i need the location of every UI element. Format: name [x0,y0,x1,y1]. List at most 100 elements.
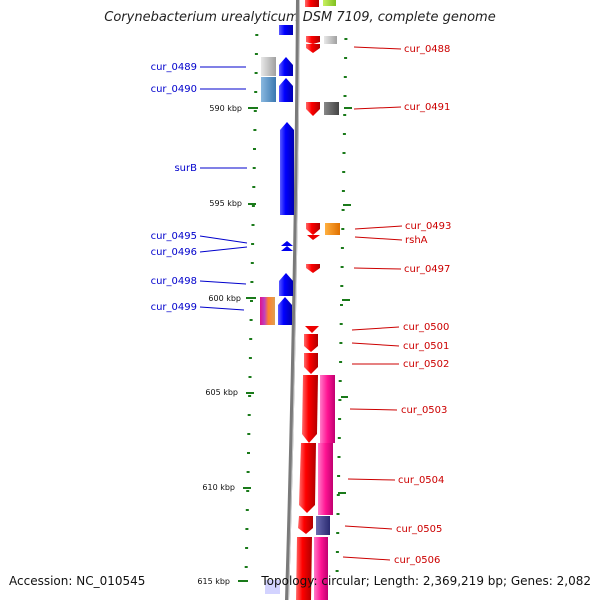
guide-dot [250,281,254,283]
gene-label[interactable]: cur_0506 [394,555,440,566]
guide-dot [342,133,346,135]
guide-dot [338,380,342,382]
guide-dot [251,224,255,226]
gene-arrow[interactable] [279,273,293,296]
gene-label[interactable]: cur_0489 [151,62,197,73]
gene-arrow[interactable] [306,36,320,44]
gene-arrow[interactable] [306,44,320,53]
gene-label[interactable]: cur_0496 [151,247,197,258]
guide-dot [249,338,253,340]
guide-dot [338,418,342,420]
gene-arrow[interactable] [306,102,320,116]
guide-dot [253,129,257,131]
gene-arrow[interactable] [279,78,293,102]
gene-label[interactable]: cur_0502 [403,359,449,370]
guide-dot [249,319,253,321]
guide-dot [336,513,340,515]
tick-590: 590 kbp [209,104,258,113]
gene-label[interactable]: surB [174,163,197,174]
guide-dot [344,57,348,59]
gene-arrow[interactable] [304,353,318,374]
gene-arrow[interactable] [278,297,292,325]
map-title: Corynebacterium urealyticum DSM 7109, co… [104,10,496,25]
homolog-block [320,375,335,443]
guide-dot [340,266,344,268]
gene-arrow[interactable] [304,334,318,352]
guide-dot [343,76,347,78]
guide-dot [337,437,341,439]
gene-arrow[interactable] [281,241,293,246]
gene-arrow[interactable] [298,516,313,534]
gene-label[interactable]: cur_0491 [404,102,450,113]
guide-dot [255,34,259,36]
gene-arrow[interactable] [296,537,312,600]
guide-dot [246,471,250,473]
gene-label[interactable]: cur_0495 [151,231,197,242]
guide-dot [343,95,347,97]
position-ticks: 590 kbp 595 kbp 600 kbp 605 kbp 610 kbp … [197,104,258,586]
homolog-block [314,537,328,600]
guide-dot [252,167,256,169]
gene-arrow[interactable] [281,246,293,251]
guide-dot [336,494,340,496]
homolog-block [318,443,333,515]
gene-label[interactable]: cur_0493 [405,221,451,232]
gene-label[interactable]: cur_0499 [151,302,197,313]
gene-arrow[interactable] [305,326,319,333]
gene-arrow[interactable] [279,25,293,35]
gene-label[interactable]: rshA [405,235,428,246]
gene-label[interactable]: cur_0501 [403,341,449,352]
guide-dot [246,490,250,492]
guide-dot [342,171,346,173]
gene-arrow[interactable] [307,235,320,240]
gene-arrow[interactable] [306,264,320,273]
guide-dot [342,152,346,154]
gene-label[interactable]: cur_0505 [396,524,442,535]
tick-label: 615 kbp [197,577,230,586]
guide-dot [339,323,343,325]
tick-label: 595 kbp [209,199,242,208]
tick-605: 605 kbp [205,388,254,397]
homolog-block [323,0,336,6]
tick-label: 605 kbp [205,388,238,397]
gene-label[interactable]: cur_0490 [151,84,197,95]
homolog-block [324,36,337,44]
guide-dot [340,247,344,249]
gene-arrow[interactable] [280,122,294,215]
gene-label[interactable]: cur_0503 [401,405,447,416]
gene-arrow[interactable] [305,0,319,7]
gene-arrow[interactable] [299,443,316,513]
guide-dot [247,452,250,454]
guide-dots [244,34,348,572]
gene-label[interactable]: cur_0504 [398,475,444,486]
guide-dot [343,114,347,116]
tick-label: 590 kbp [209,104,242,113]
guide-dot [254,53,258,55]
tick-label: 610 kbp [202,483,235,492]
guide-dot [247,414,251,416]
homolog-block [261,77,276,102]
guide-dot [248,395,252,397]
forward-genes [260,25,294,594]
gene-label[interactable]: cur_0488 [404,44,450,55]
left-gene-labels: cur_0489 cur_0490 surB cur_0495 cur_0496… [151,62,248,313]
guide-dot [253,110,257,112]
guide-dot [339,361,343,363]
guide-dot [251,205,255,207]
guide-dot [341,209,345,211]
gene-arrow[interactable] [279,57,293,76]
guide-dot [254,91,258,93]
gene-label[interactable]: cur_0500 [403,322,449,333]
tick-600: 600 kbp [208,294,256,303]
guide-dot [338,399,342,401]
genome-backbone [285,0,300,600]
gene-label[interactable]: cur_0498 [151,276,197,287]
guide-dot [253,148,256,150]
guide-dot [245,547,249,549]
gene-label[interactable]: cur_0497 [404,264,450,275]
gene-arrow[interactable] [302,375,318,443]
guide-dot [341,228,345,230]
guide-dot [341,190,345,192]
gene-arrow[interactable] [306,223,320,235]
